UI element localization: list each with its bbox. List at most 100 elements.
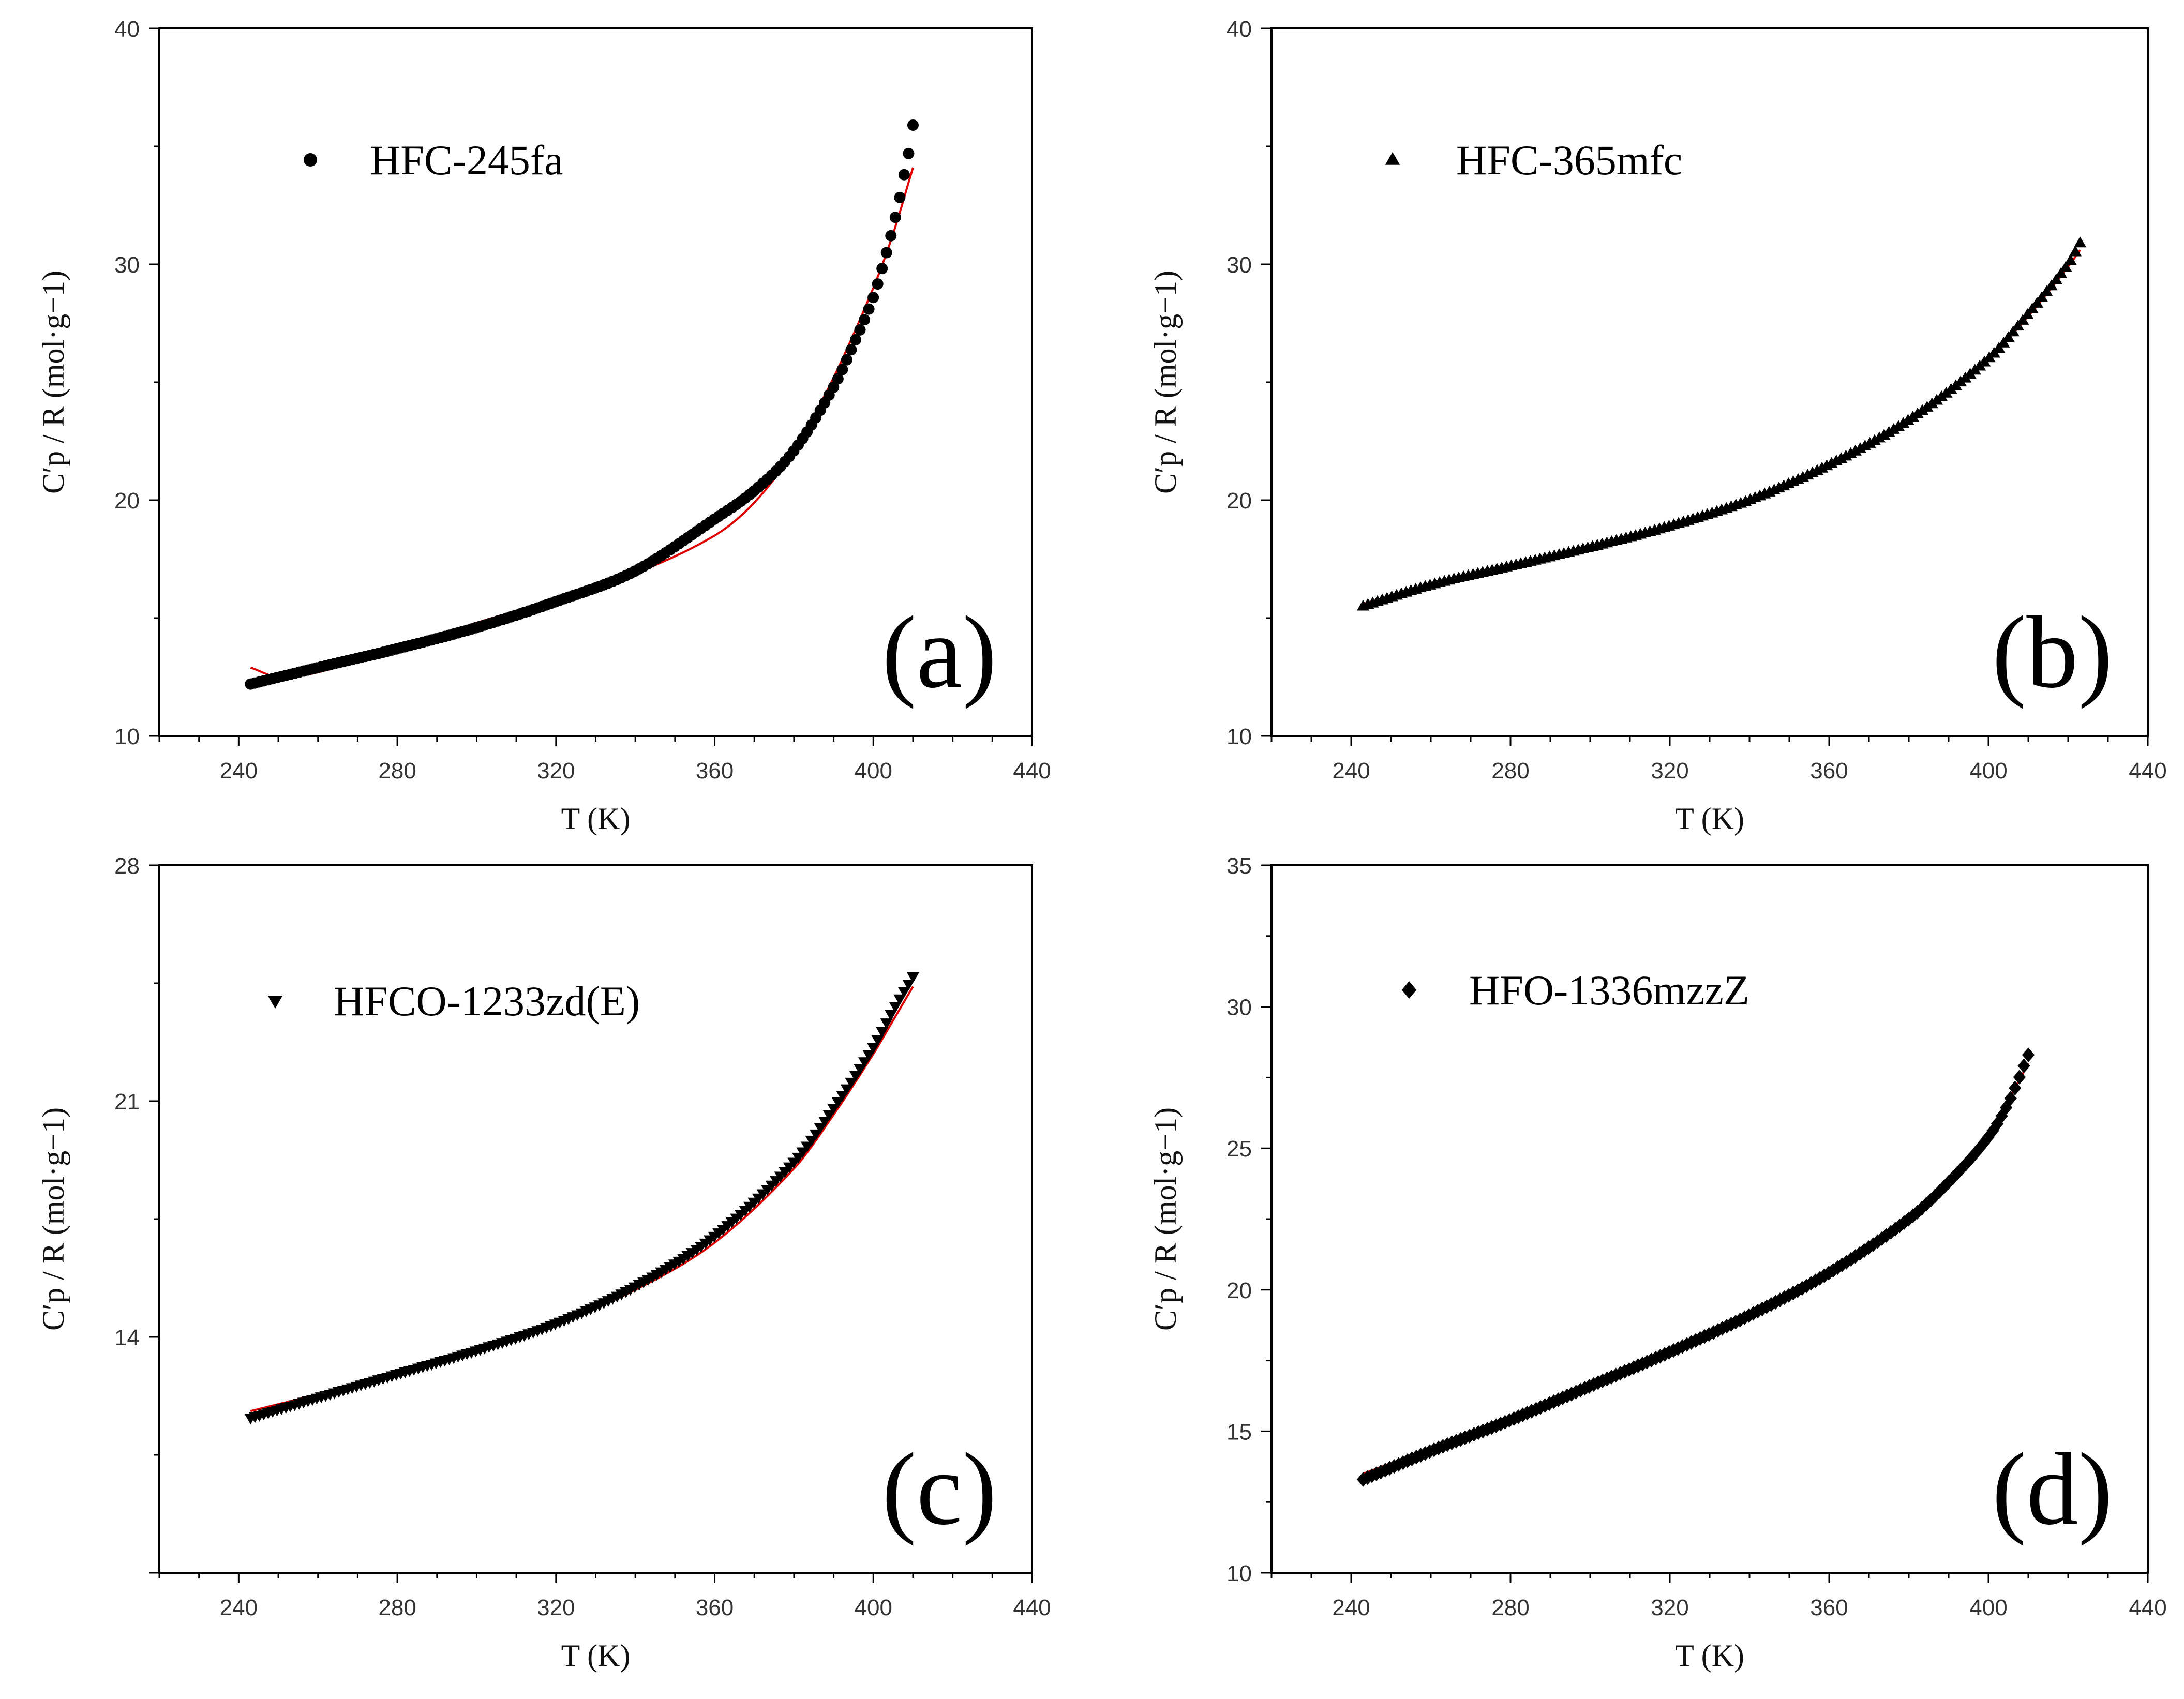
y-tick-label: 28: [114, 853, 140, 879]
panel-label: (d): [1992, 1432, 2113, 1546]
data-point: [836, 364, 848, 375]
data-point: [1760, 1299, 1773, 1314]
x-tick-label: 320: [537, 758, 575, 784]
y-tick-label: 40: [1226, 17, 1252, 42]
y-tick-label: 30: [114, 252, 140, 278]
data-point: [872, 278, 884, 290]
data-point: [2055, 267, 2068, 278]
data-point: [889, 1002, 902, 1013]
data-point: [1796, 1281, 1808, 1296]
legend-marker: [267, 996, 283, 1009]
data-point: [1884, 1225, 1897, 1240]
x-axis-label: T (K): [1675, 802, 1744, 836]
data-point: [880, 247, 892, 259]
x-tick-label: 400: [1969, 758, 2007, 784]
data-point: [831, 1097, 844, 1108]
legend-label: HFC-365mfc: [1456, 137, 1682, 184]
data-point: [1942, 1175, 1955, 1190]
data-point: [1873, 431, 1886, 443]
x-tick-label: 280: [1491, 1595, 1529, 1620]
x-tick-label: 400: [855, 1595, 892, 1620]
x-tick-label: 360: [1810, 758, 1848, 784]
y-tick-label: 14: [114, 1325, 140, 1350]
data-point: [832, 373, 844, 385]
x-tick-label: 440: [2129, 1595, 2166, 1620]
data-point: [859, 314, 871, 326]
data-point: [906, 972, 920, 983]
data-point: [889, 212, 901, 223]
y-tick-label: 10: [114, 724, 140, 749]
data-point: [810, 1129, 822, 1140]
panel-label: (b): [1992, 595, 2113, 710]
x-tick-label: 320: [1651, 1595, 1688, 1620]
chart-panel-d: 240 280 320 360 400 440 10 15 20 25 30 35 T (K) C′p /…: [1148, 853, 2167, 1673]
data-point: [841, 354, 852, 366]
data-point: [849, 334, 861, 345]
data-point: [871, 1035, 884, 1046]
data-point: [827, 1104, 840, 1115]
x-axis-label: T (K): [561, 1638, 631, 1673]
data-point: [2009, 1080, 2022, 1096]
data-point: [2004, 1091, 2017, 1106]
y-axis-label: C′p / R (mol·g−1): [36, 1107, 70, 1331]
data-point: [1871, 1234, 1884, 1249]
chart-panel-c: 240 280 320 360 400 440 14 21 28 T (K) C′p / R (mo…: [36, 853, 1051, 1673]
data-point: [845, 344, 857, 356]
y-tick-label: 15: [1226, 1419, 1252, 1445]
data-point: [849, 1071, 862, 1082]
x-tick-label: 440: [1013, 1595, 1051, 1620]
data-point: [885, 1010, 897, 1021]
data-point: [2050, 273, 2062, 284]
data-point: [1835, 1257, 1849, 1272]
y-tick-label: 40: [114, 17, 140, 42]
legend-label: HFCO-1233zd(E): [334, 978, 640, 1025]
panel-label: (a): [882, 595, 997, 710]
x-tick-label: 360: [696, 1595, 734, 1620]
y-tick-label: 25: [1226, 1136, 1252, 1162]
x-tick-label: 360: [696, 758, 734, 784]
data-point: [2045, 279, 2058, 291]
y-tick-label: 20: [1226, 1278, 1252, 1303]
legend-marker: [304, 153, 317, 167]
data-point: [2013, 1070, 2026, 1085]
data-point: [1747, 1306, 1760, 1321]
data-point: [880, 1018, 893, 1030]
legend-label: HFO-1336mzzZ: [1469, 967, 1749, 1014]
data-point: [800, 1141, 814, 1153]
data-point: [867, 1043, 880, 1054]
y-tick-label: 20: [1226, 488, 1252, 514]
data-point: [822, 1110, 835, 1121]
data-point: [2040, 285, 2053, 296]
data-point: [2016, 314, 2029, 325]
x-axis-label: T (K): [561, 802, 631, 836]
x-tick-label: 240: [1332, 758, 1370, 784]
x-tick-label: 320: [1651, 758, 1688, 784]
data-point: [903, 147, 915, 159]
y-tick-label: 10: [1226, 1561, 1252, 1586]
data-point: [2069, 245, 2082, 257]
data-point: [902, 980, 915, 991]
data-point: [854, 1064, 866, 1075]
data-point: [2002, 331, 2015, 342]
x-tick-label: 320: [537, 1595, 575, 1620]
data-point: [907, 119, 919, 131]
data-point: [894, 191, 906, 203]
x-tick-label: 280: [378, 1595, 416, 1620]
data-point: [1997, 336, 2010, 348]
data-point: [2007, 325, 2020, 337]
data-point: [845, 1077, 858, 1089]
data-point: [2074, 236, 2087, 248]
data-point: [1756, 1301, 1769, 1317]
data-point: [2017, 1058, 2030, 1074]
legend-marker: [1401, 981, 1417, 999]
x-tick-label: 240: [220, 758, 258, 784]
data-point: [836, 1091, 849, 1102]
data-point: [2059, 261, 2072, 272]
legend-marker: [1385, 152, 1400, 165]
data-point: [2022, 1047, 2035, 1062]
data-point: [1933, 1184, 1946, 1199]
x-tick-label: 240: [1332, 1595, 1370, 1620]
panel-label: (c): [882, 1432, 997, 1546]
data-point: [1868, 434, 1881, 445]
